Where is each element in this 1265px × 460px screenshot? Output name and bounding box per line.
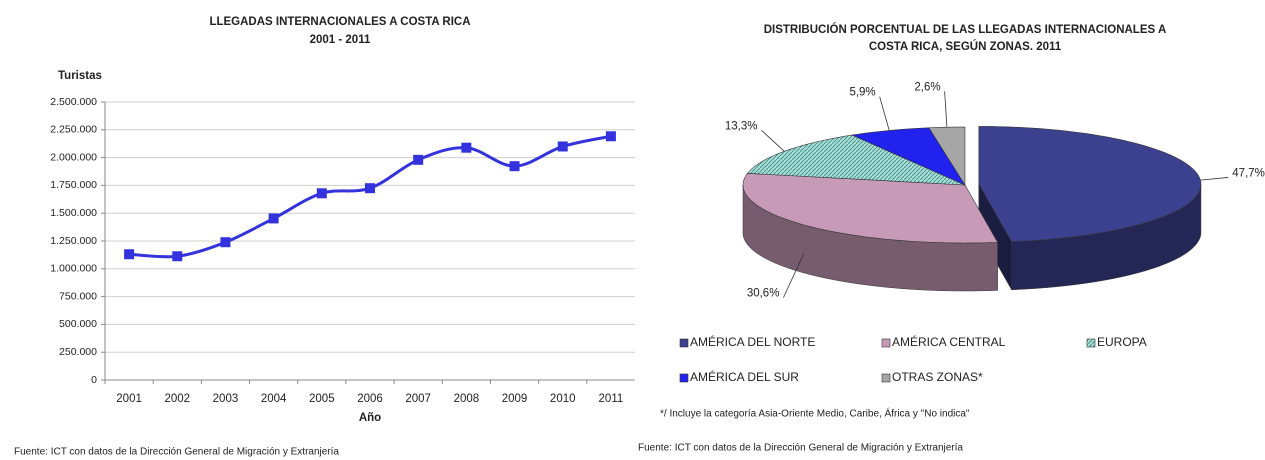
legend-swatch (679, 373, 689, 383)
slice (928, 126, 966, 187)
x-tick-label: 2008 (454, 393, 480, 405)
x-tick-label: 2006 (357, 393, 383, 405)
x-tick-label: 2009 (502, 393, 528, 405)
data-label: 47,7% (1232, 167, 1265, 179)
y-tick-label: 2.000.000 (50, 151, 97, 163)
marker (172, 251, 183, 262)
y-tick-label: 1.000.000 (50, 263, 97, 275)
data-label: 2,6% (914, 81, 940, 93)
marker (461, 142, 472, 153)
slice (851, 127, 966, 186)
marker (557, 141, 568, 152)
footnote: */ Incluye la categoría Asia-Oriente Med… (660, 407, 970, 420)
source: Fuente: ICT con datos de la Dirección Ge… (638, 443, 963, 454)
x-tick-label: 2001 (116, 393, 142, 405)
leader-line (879, 96, 890, 131)
leader-line (944, 91, 948, 128)
x-tick-label: 2011 (599, 393, 624, 405)
legend-swatch (679, 338, 689, 348)
legend-swatch (881, 338, 891, 348)
leader-line (761, 130, 785, 152)
data-label: 30,6% (747, 288, 780, 300)
x-tick-label: 2003 (213, 393, 239, 405)
marker (124, 249, 135, 260)
data-label: 13,3% (725, 120, 758, 132)
y-tick-label: 0 (91, 374, 97, 386)
chart-title: DISTRIBUCIÓN PORCENTUAL DE LAS LLEGADAS … (763, 24, 1167, 53)
legend-label: EUROPA (1097, 335, 1147, 349)
x-axis-label: Año (359, 412, 381, 424)
chart-title: LLEGADAS INTERNACIONALES A COSTA RICA (209, 16, 470, 28)
marker (509, 161, 520, 172)
y-tick-label: 250.000 (59, 346, 97, 358)
legend-label: AMÉRICA DEL NORTE (690, 334, 815, 349)
y-tick-label: 2.250.000 (50, 124, 97, 136)
legend-swatch (881, 373, 891, 383)
x-tick-label: 2004 (261, 393, 287, 405)
y-axis-label: Turistas (58, 70, 102, 82)
x-tick-label: 2007 (405, 393, 431, 405)
y-tick-label: 1.750.000 (50, 179, 97, 191)
x-tick-label: 2002 (164, 393, 190, 405)
legend-label: AMÉRICA DEL SUR (690, 369, 799, 384)
x-tick-label: 2005 (309, 393, 335, 405)
marker (365, 183, 375, 194)
legend-label: OTRAS ZONAS* (892, 370, 983, 384)
leader-line (783, 253, 805, 298)
leader-line (1200, 177, 1229, 181)
data-label: 5,9% (849, 87, 875, 99)
chart-subtitle: 2001 - 2011 (310, 34, 371, 46)
marker (605, 131, 616, 142)
source: Fuente: ICT con datos de la Dirección Ge… (14, 447, 339, 458)
x-tick-label: 2010 (550, 393, 576, 405)
y-tick-label: 1.500.000 (50, 207, 97, 219)
marker (316, 188, 327, 199)
y-tick-label: 750.000 (59, 290, 97, 302)
y-tick-label: 1.250.000 (50, 235, 97, 247)
marker (413, 154, 424, 165)
marker (268, 213, 279, 224)
marker (220, 237, 231, 248)
y-tick-label: 500.000 (59, 318, 97, 330)
y-tick-label: 2.500.000 (50, 96, 97, 108)
legend-swatch (1086, 338, 1096, 348)
slice (742, 173, 999, 244)
line (129, 134, 612, 259)
legend-label: AMÉRICA CENTRAL (892, 334, 1006, 349)
